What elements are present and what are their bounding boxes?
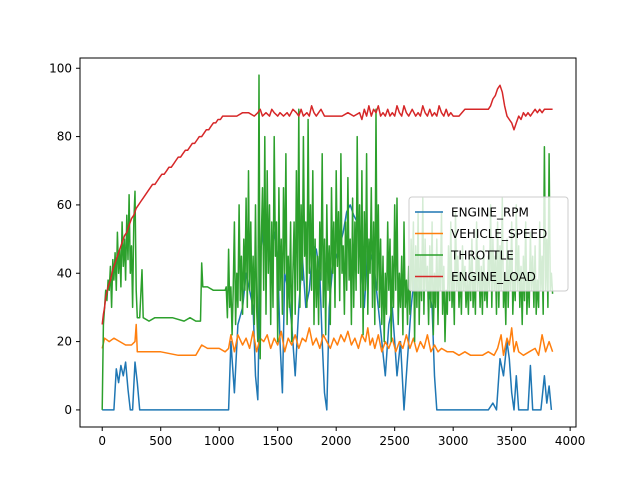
legend: ENGINE_RPM VEHICLE_SPEED THROTTLE ENGINE_LO… (408, 196, 569, 292)
y-tick-label: 100 (49, 61, 72, 75)
x-tick-label: 3000 (438, 434, 469, 448)
x-tick-label: 1500 (262, 434, 293, 448)
legend-label: THROTTLE (450, 249, 514, 263)
y-tick-label: 0 (64, 403, 72, 417)
x-tick-label: 0 (98, 434, 106, 448)
y-axis: 0 20 40 60 80 100 (49, 61, 80, 417)
legend-label: VEHICLE_SPEED (451, 227, 547, 241)
y-tick-label: 60 (57, 198, 72, 212)
x-tick-label: 1000 (204, 434, 235, 448)
x-tick-label: 500 (149, 434, 172, 448)
y-tick-label: 20 (57, 335, 72, 349)
legend-label: ENGINE_RPM (451, 206, 529, 220)
legend-box (408, 196, 569, 292)
x-tick-label: 2000 (321, 434, 352, 448)
y-tick-label: 40 (57, 266, 72, 280)
plot-frame (79, 57, 577, 428)
x-tick-label: 3500 (496, 434, 527, 448)
x-tick-label: 4000 (555, 434, 586, 448)
series-line-engine-load (101, 84, 553, 325)
y-tick-label: 80 (57, 130, 72, 144)
x-tick-label: 2500 (379, 434, 410, 448)
series-line-vehicle-speed (101, 323, 554, 357)
legend-label: ENGINE_LOAD (451, 270, 536, 284)
x-axis: 0 500 1000 1500 2000 2500 3000 3500 4000 (98, 427, 585, 448)
